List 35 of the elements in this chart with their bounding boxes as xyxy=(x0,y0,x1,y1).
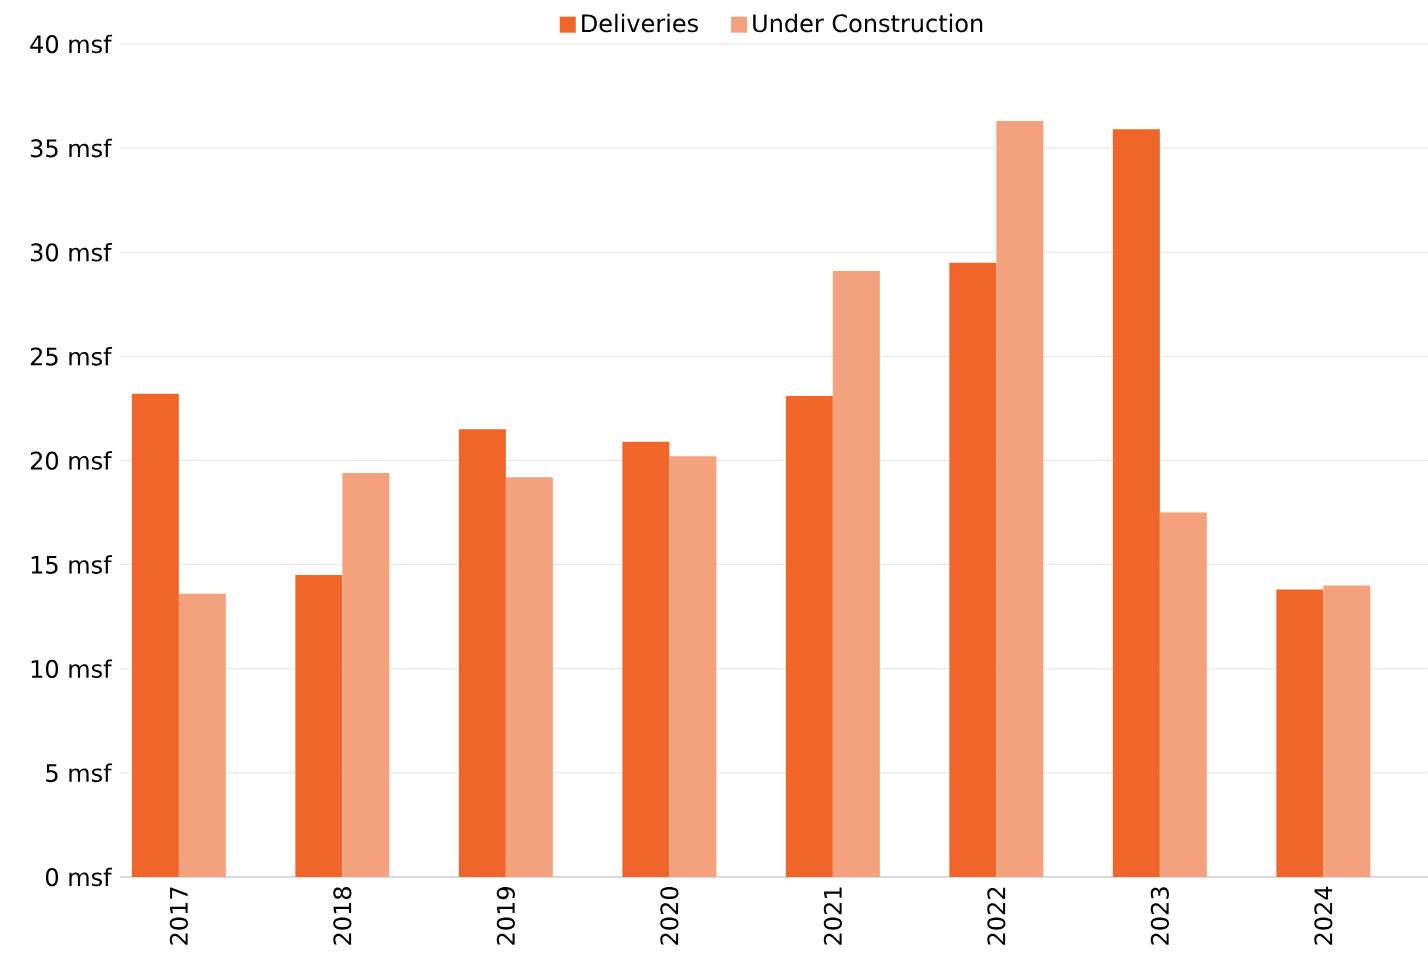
x-tick-label: 2024 xyxy=(1314,886,1333,945)
y-tick-label: 20 msf xyxy=(30,451,113,470)
legend-label: Under Construction xyxy=(753,13,983,33)
bar xyxy=(178,593,226,877)
bar xyxy=(622,441,670,877)
y-tick-label: 0 msf xyxy=(45,867,113,887)
bar xyxy=(785,395,833,877)
legend-label: Deliveries xyxy=(582,13,698,33)
y-tick-label: 30 msf xyxy=(30,242,113,262)
y-tick-label: 10 msf xyxy=(31,659,113,679)
x-tick-label: 2020 xyxy=(660,886,679,945)
y-tick-label: 5 msf xyxy=(46,763,113,783)
bar xyxy=(832,270,880,877)
bar xyxy=(996,121,1044,877)
y-tick-label: 15 msf xyxy=(31,555,113,574)
x-tick-label: 2018 xyxy=(333,887,352,945)
bar xyxy=(505,477,553,877)
bar xyxy=(131,393,179,877)
bar xyxy=(1276,589,1324,877)
x-tick-label: 2023 xyxy=(1150,887,1169,945)
bar xyxy=(342,472,390,877)
bar xyxy=(1112,129,1160,877)
bar xyxy=(295,575,343,877)
bar xyxy=(949,262,997,877)
bar xyxy=(1159,512,1207,877)
y-tick-label: 40 msf xyxy=(30,34,113,54)
bar xyxy=(1323,585,1371,877)
bar xyxy=(669,456,717,877)
x-tick-label: 2021 xyxy=(823,887,842,945)
bar xyxy=(458,429,506,877)
x-tick-label: 2017 xyxy=(169,887,188,945)
x-tick-label: 2019 xyxy=(496,887,515,945)
x-tick-label: 2022 xyxy=(987,887,1006,945)
y-tick-label: 35 msf xyxy=(30,138,113,158)
y-tick-label: 25 msf xyxy=(30,347,113,366)
